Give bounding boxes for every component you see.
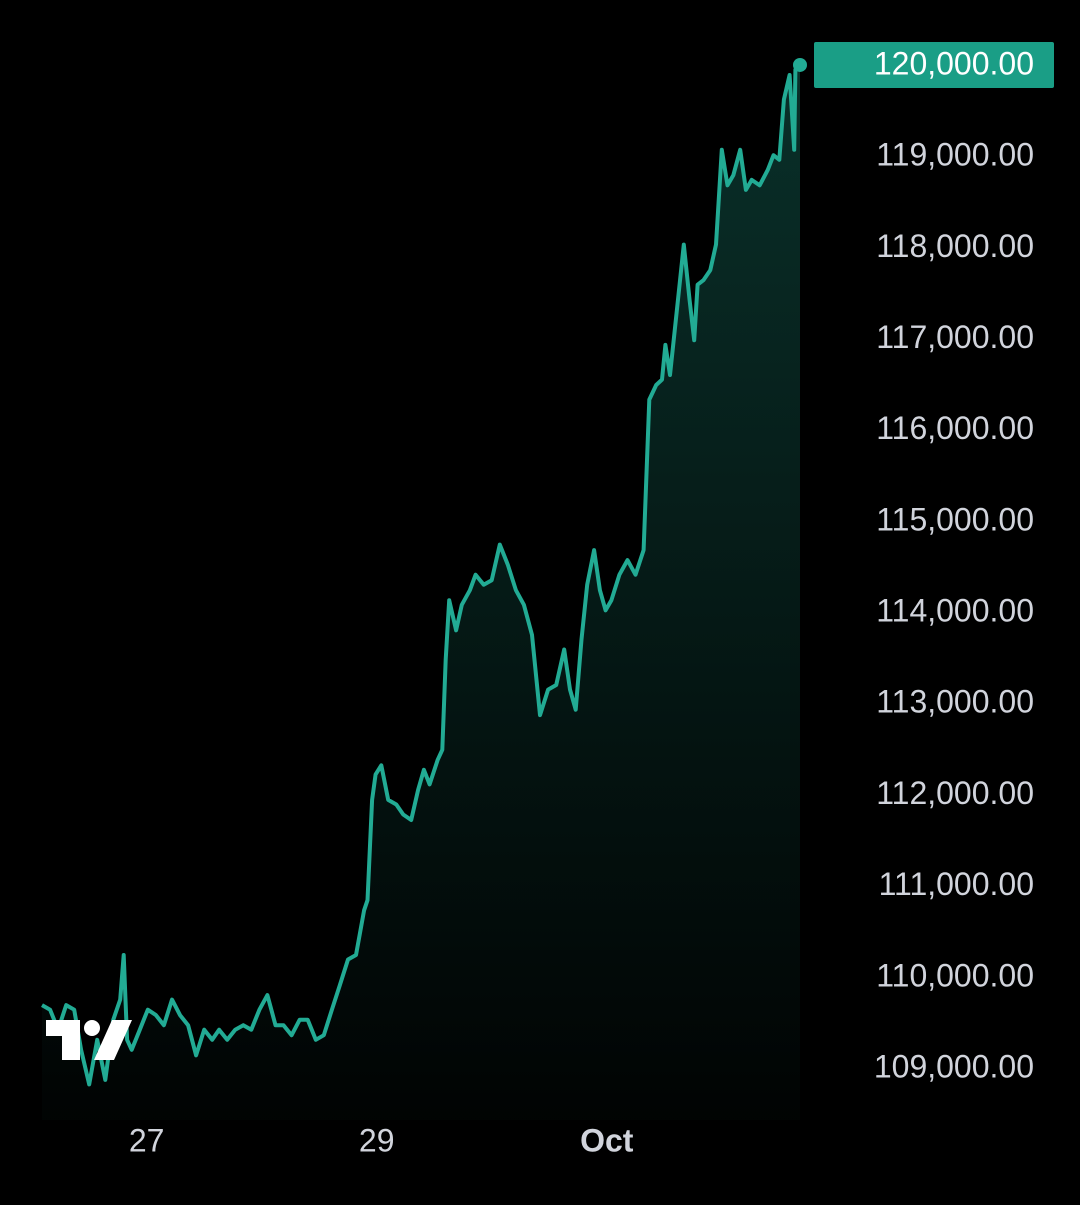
area-fill [42, 65, 800, 1120]
y-tick-label: 112,000.00 [876, 775, 1034, 811]
plot-area [41, 57, 807, 1120]
x-tick-label: Oct [580, 1122, 634, 1158]
y-tick-label: 119,000.00 [876, 137, 1034, 173]
y-tick-label: 120,000.00 [874, 45, 1034, 81]
last-price-badge [814, 41, 1054, 88]
tradingview-logo [46, 1020, 132, 1060]
y-tick-label: 118,000.00 [876, 228, 1034, 264]
x-tick-label: 29 [359, 1122, 395, 1158]
y-tick-label: 114,000.00 [876, 593, 1034, 629]
price-line [41, 63, 802, 1087]
logo-v [94, 1020, 132, 1060]
y-tick-label: 117,000.00 [876, 319, 1034, 355]
y-tick-label: 109,000.00 [874, 1048, 1034, 1084]
y-tick-label: 111,000.00 [879, 866, 1034, 902]
last-price-dot [793, 57, 807, 72]
y-tick-label: 110,000.00 [876, 957, 1034, 993]
y-tick-label: 116,000.00 [876, 410, 1034, 446]
logo-t [46, 1020, 80, 1060]
y-tick-label: 115,000.00 [876, 501, 1034, 537]
y-tick-label: 113,000.00 [876, 684, 1034, 720]
x-tick-label: 27 [129, 1122, 165, 1158]
logo-dot [84, 1020, 100, 1036]
